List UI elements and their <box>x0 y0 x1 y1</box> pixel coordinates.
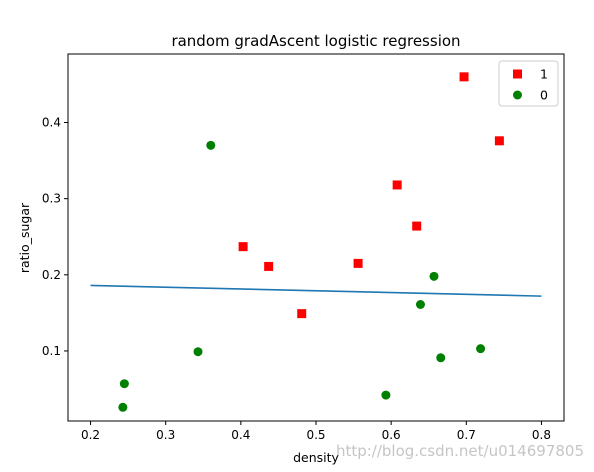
point-series-0 <box>118 402 128 412</box>
point-series-1 <box>412 221 422 231</box>
watermark: http://blog.csdn.net/u014697805 <box>335 442 584 460</box>
point-series-0 <box>436 353 446 363</box>
point-series-0 <box>476 344 486 354</box>
x-axis-ticks: 0.2 0.3 0.4 0.5 0.6 0.7 0.8 <box>81 421 551 442</box>
y-tick-label: 0.3 <box>42 192 61 206</box>
x-tick-label: 0.8 <box>532 428 551 442</box>
point-series-1 <box>297 309 307 319</box>
x-tick-label: 0.4 <box>231 428 250 442</box>
y-axis-ticks: 0.1 0.2 0.3 0.4 <box>42 116 68 358</box>
decision-line <box>90 284 542 297</box>
point-series-0 <box>429 271 439 281</box>
point-series-0 <box>193 347 203 357</box>
legend-marker-square <box>513 69 522 79</box>
x-axis-label: density <box>293 450 339 465</box>
x-tick-label: 0.3 <box>156 428 175 442</box>
point-series-1 <box>459 72 469 82</box>
plot-area <box>67 53 565 422</box>
x-tick-label: 0.5 <box>306 428 325 442</box>
point-series-1 <box>264 261 274 271</box>
point-series-0 <box>381 390 391 400</box>
point-series-1 <box>392 180 402 190</box>
x-tick-label: 0.6 <box>382 428 401 442</box>
legend-label: 1 <box>540 67 548 82</box>
y-tick-label: 0.2 <box>42 268 61 282</box>
point-series-0 <box>119 379 129 389</box>
data-points <box>118 72 504 412</box>
point-series-1 <box>353 258 363 268</box>
legend-marker-circle <box>513 90 522 100</box>
y-tick-label: 0.1 <box>42 344 61 358</box>
point-series-1 <box>238 242 248 252</box>
decision-boundary <box>90 284 542 297</box>
point-series-0 <box>415 300 425 310</box>
point-series-0 <box>206 140 216 150</box>
x-tick-label: 0.2 <box>81 428 100 442</box>
chart-title: random gradAscent logistic regression <box>171 32 460 50</box>
legend: 10 <box>498 60 559 107</box>
y-axis-label: ratio_sugar <box>17 202 32 273</box>
y-tick-label: 0.4 <box>42 116 61 130</box>
x-tick-label: 0.7 <box>457 428 476 442</box>
legend-box <box>498 60 559 107</box>
legend-label: 0 <box>540 88 548 103</box>
point-series-1 <box>494 136 504 146</box>
